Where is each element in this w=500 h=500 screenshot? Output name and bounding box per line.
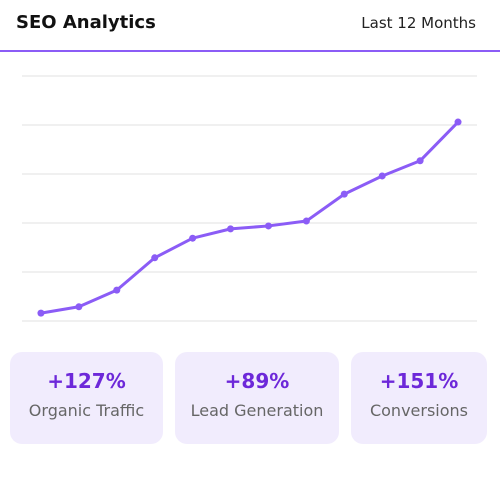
stat-card: +127% Organic Traffic [10,352,163,444]
stat-label: Lead Generation [190,401,324,420]
point [340,190,348,198]
point [113,286,121,294]
stat-card: +151% Conversions [351,352,487,444]
stat-label: Organic Traffic [28,401,145,420]
point [227,225,235,233]
stat-value: +89% [224,369,290,393]
stat-value: +151% [379,369,459,393]
point [302,217,310,225]
range-selector[interactable]: Last 12 Months [361,14,476,32]
line [40,121,460,315]
title: SEO Analytics [16,12,156,33]
point [264,222,272,230]
chart [22,75,477,322]
point [378,172,386,180]
point [151,254,159,262]
point [189,234,197,242]
header: SEO Analytics Last 12 Months [0,0,500,52]
stat-card: +89% Lead Generation [175,352,339,444]
point [454,118,462,126]
point [416,157,424,165]
point [37,309,45,317]
point [75,303,83,311]
stat-value: +127% [47,369,126,393]
stat-label: Conversions [369,401,469,420]
